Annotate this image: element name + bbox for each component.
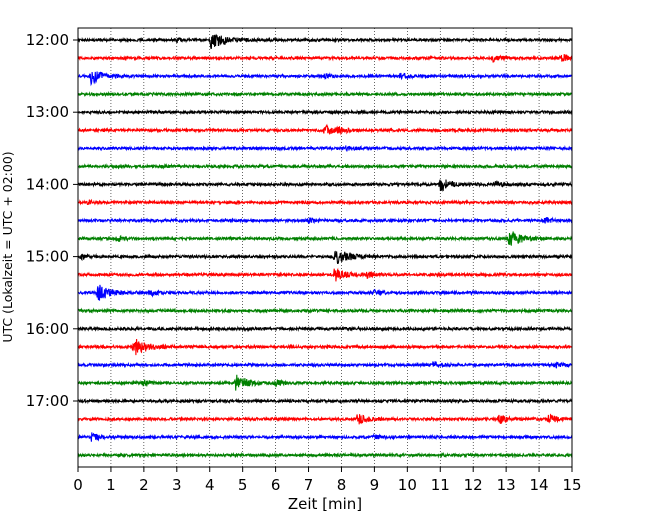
x-tick-label: 2 <box>139 476 149 494</box>
trace-13:00 <box>77 108 573 116</box>
y-tick-label: 15:00 <box>26 248 69 266</box>
trace-12:30 <box>77 71 573 87</box>
trace-17:15 <box>77 413 573 425</box>
trace-15:45 <box>77 307 573 315</box>
trace-17:30 <box>77 432 573 442</box>
trace-13:30 <box>77 144 573 152</box>
trace-17:45 <box>77 451 573 459</box>
trace-16:15 <box>77 338 573 356</box>
x-tick-label: 8 <box>337 476 347 494</box>
trace-15:15 <box>77 267 573 282</box>
grid-lines <box>110 28 540 467</box>
y-tick-label: 17:00 <box>26 392 69 410</box>
traces <box>77 33 573 459</box>
x-tick-label: 0 <box>73 476 83 494</box>
x-tick-label: 1 <box>106 476 116 494</box>
plot-area <box>78 28 572 467</box>
trace-15:30 <box>77 284 573 301</box>
trace-12:45 <box>77 90 573 98</box>
trace-17:00 <box>77 397 573 405</box>
trace-16:00 <box>77 325 573 333</box>
trace-14:30 <box>77 216 573 225</box>
x-tick-label: 7 <box>304 476 314 494</box>
plot-frame <box>77 27 573 468</box>
x-tick-label: 13 <box>497 476 516 494</box>
trace-12:15 <box>77 54 573 63</box>
trace-14:00 <box>77 179 573 192</box>
y-tick-label: 16:00 <box>26 320 69 338</box>
trace-12:00 <box>77 33 573 50</box>
trace-13:15 <box>77 123 573 136</box>
x-tick-label: 14 <box>530 476 549 494</box>
x-tick-label: 9 <box>370 476 380 494</box>
y-axis-label: UTC (Lokalzeit = UTC + 02:00) <box>0 151 15 342</box>
x-tick-label: 3 <box>172 476 182 494</box>
x-tick-label: 15 <box>562 476 581 494</box>
y-tick-label: 13:00 <box>26 103 69 121</box>
x-axis: 0 1 2 3 4 5 6 7 8 9 10 11 12 13 14 15 <box>73 467 582 494</box>
x-tick-label: 10 <box>398 476 417 494</box>
y-tick-label: 14:00 <box>26 175 69 193</box>
y-axis: 12:00 13:00 14:00 15:00 16:00 17:00 <box>26 31 78 410</box>
trace-14:15 <box>77 198 573 206</box>
y-tick-label: 12:00 <box>26 31 69 49</box>
x-tick-label: 5 <box>238 476 248 494</box>
trace-15:00 <box>77 250 573 265</box>
x-tick-label: 6 <box>271 476 281 494</box>
x-axis-label: Zeit [min] <box>288 495 362 513</box>
trace-14:45 <box>77 231 573 246</box>
trace-16:30 <box>77 361 573 369</box>
x-tick-label: 4 <box>205 476 215 494</box>
trace-13:45 <box>77 162 573 170</box>
x-tick-label: 11 <box>431 476 450 494</box>
x-tick-label: 12 <box>464 476 483 494</box>
trace-16:45 <box>77 374 573 391</box>
